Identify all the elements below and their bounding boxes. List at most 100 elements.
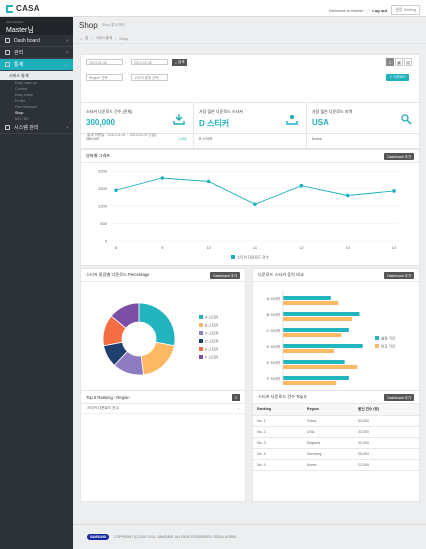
breadcrumb: ⌂ 홈 › 서비스통계 › Shop [73, 34, 426, 44]
chevron-right-icon: › [66, 124, 68, 131]
date-to-input[interactable]: 2013.01.08 [131, 59, 168, 65]
top5-table: Ranking Region 발신 건수 (명) No. 1 China 53,000 … [253, 404, 419, 471]
y-tick-label: A 스티커 [267, 296, 280, 301]
region-row[interactable]: 스티커 다운로드 건수 › [81, 404, 245, 414]
breadcrumb-item: Shop [119, 36, 128, 41]
user-name: Master님 [6, 27, 34, 34]
bar [283, 301, 339, 305]
legend-label: A 스티커 [205, 315, 218, 320]
app-logo[interactable]: CASA [6, 4, 40, 13]
chevron-right-icon: › [66, 37, 68, 44]
sticker-type-select[interactable]: 스티커 종류 선택 [131, 74, 168, 81]
bar [283, 376, 349, 380]
legend-label: C 스티커 [205, 331, 219, 336]
main-content: Shop Shop 통계 확인 ⌂ 홈 › 서비스통계 › Shop 2013.01… [73, 17, 426, 549]
nav-manage[interactable]: 관리 › [0, 47, 73, 59]
setting-button[interactable]: 설정 Setting [391, 5, 420, 15]
legend-swatch [199, 355, 203, 359]
legend-swatch [231, 255, 235, 259]
x-tick-label: 14 [392, 245, 397, 250]
x-tick-label: 13 [345, 245, 350, 250]
legend-swatch [199, 347, 203, 351]
panel-title: 날짜별 그래프 [86, 153, 111, 158]
add-dashboard-button[interactable]: Dashboard 추가 [210, 272, 240, 279]
table-row: No. 3 England 30,000 [253, 437, 419, 449]
pie-slice [138, 302, 176, 347]
legend-label: 설정 기간 [381, 336, 396, 341]
legend-label: D 스티커 [205, 339, 219, 344]
submenu-item[interactable]: Easy share [0, 92, 73, 98]
nav-stats[interactable]: 통계 ⌄ [0, 59, 73, 71]
submenu-item[interactable]: MO / MT [0, 116, 73, 122]
data-point [392, 189, 396, 193]
panel-title: Top 5 Ranking : Region [86, 394, 130, 400]
samsung-logo: SAMSUNG [87, 534, 110, 540]
chevron-right-icon: › [66, 49, 68, 56]
footer: SAMSUNG COPYRIGHT (C) 2001~2014, SAMSUNG… [73, 524, 426, 549]
nav-dashboard[interactable]: Dash board › [0, 35, 73, 47]
logo-icon [6, 4, 13, 13]
submenu-item[interactable]: Easy cash up [0, 80, 73, 86]
view-table-button[interactable]: ▤ [404, 58, 412, 66]
nav-label: 관리 [14, 50, 24, 56]
bar [283, 365, 358, 369]
legend-label: F 스티커 [205, 355, 218, 360]
sidebar: Administrator Master님 Dash board › 관리 › 통계… [0, 17, 73, 549]
stats-panel: 스티커 다운로드 건수 (전체) 300,000 289,000 1,000 가… [80, 102, 420, 150]
series-line [115, 177, 395, 205]
x-tick-label: 10 [206, 245, 211, 250]
bar [283, 328, 349, 332]
download-tray-icon [173, 114, 185, 125]
submenu-header[interactable]: 서비스 통계 [0, 71, 73, 80]
submenu-item[interactable]: Contact [0, 86, 73, 92]
search-button[interactable]: ⌕ 검색 [172, 59, 188, 66]
legend-swatch [375, 344, 379, 348]
panel-title: 스티커 종류별 다운로드 Percentage [86, 272, 150, 277]
chevron-right-icon: › [237, 406, 239, 411]
breadcrumb-item[interactable]: 서비스통계 [95, 36, 113, 40]
welcome-text: Welcome to Master [328, 7, 364, 13]
table-row: No. 4 Germany 25,000 [253, 448, 419, 460]
region-panel: Top 5 Ranking : Region ≡ 스티커 다운로드 건수 › [80, 390, 246, 502]
submenu-item-active[interactable]: Shop [0, 110, 73, 116]
home-icon[interactable]: ⌂ [80, 36, 83, 41]
panel-title: 스티커 다운로드 건수 Top 5 [258, 394, 307, 399]
y-tick-label: F 스티커 [267, 376, 280, 381]
stat-card: 가장 많은 다운로드 스티커 D 스티커 B 스티커 [194, 103, 307, 150]
data-point [160, 176, 165, 180]
pie-slice [110, 302, 140, 329]
submenu-item[interactable]: Profile [0, 98, 73, 104]
bar [283, 312, 360, 316]
monitor-icon [5, 125, 10, 130]
breadcrumb-item[interactable]: 홈 [85, 36, 89, 40]
legend-swatch [199, 331, 203, 335]
date-from-input[interactable]: 2013.01.08 [86, 59, 123, 65]
legend-label: E 스티커 [205, 347, 218, 352]
x-tick-label: 8 [115, 245, 118, 250]
legend-swatch [199, 315, 203, 319]
submenu-item[interactable]: Free Messaer [0, 104, 73, 110]
bar [283, 381, 337, 385]
menu-icon[interactable]: ≡ [232, 394, 240, 401]
region-select[interactable]: Region 선택 [86, 74, 123, 81]
bar [283, 360, 345, 364]
data-point [253, 202, 257, 207]
view-list-button[interactable]: ≡ [386, 58, 394, 66]
nav-system[interactable]: 시스템 관리 › [0, 122, 73, 134]
add-dashboard-button[interactable]: Dashboard 추가 [384, 394, 414, 401]
download-button[interactable]: ⇩ 다운로드 [386, 74, 410, 81]
nav-label: 시스템 관리 [14, 125, 39, 131]
legend-swatch [199, 339, 203, 343]
logo-text: CASA [16, 4, 40, 13]
y-tick-label: C 스티커 [266, 328, 280, 333]
view-grid-button[interactable]: ▦ [395, 58, 403, 66]
add-dashboard-button[interactable]: Dashboard 추가 [384, 153, 414, 160]
line-chart: 0 500 1000 1500 2000 8 9 10 11 12 13 14 스티커 다운로드 건수 [98, 169, 399, 260]
logout-link[interactable]: Log out [372, 7, 388, 13]
bar [283, 333, 342, 337]
top-bar: CASA Welcome to Master | Log out 설정 Sett… [0, 0, 426, 17]
bar [283, 349, 334, 353]
data-point [299, 183, 304, 188]
period-note: 통계 적용일 : 2013.01.01 ~ 2013.01.07 (7일) [87, 133, 157, 137]
add-dashboard-button[interactable]: Dashboard 추가 [384, 272, 414, 279]
